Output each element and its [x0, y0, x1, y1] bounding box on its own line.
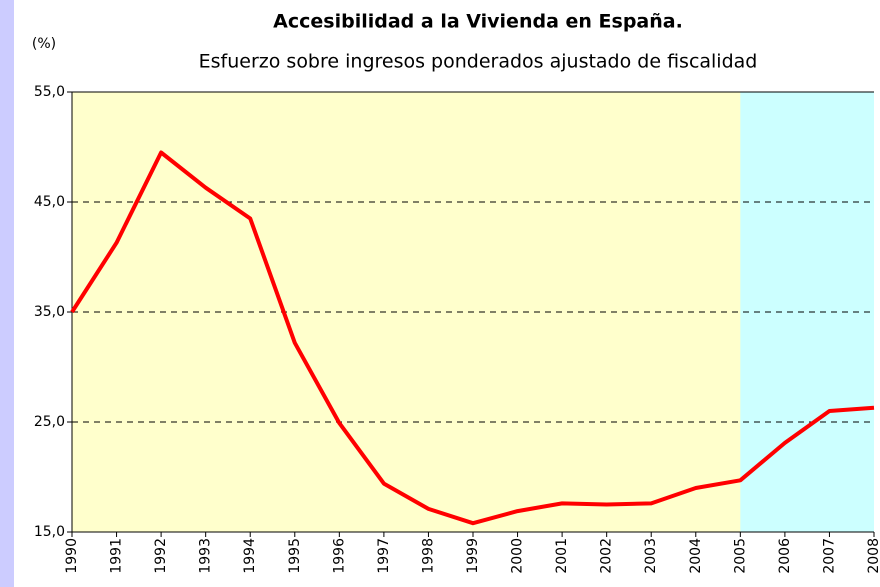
chart-title: Accesibilidad a la Vivienda en España. [273, 11, 683, 33]
x-tick-label: 1997 [376, 538, 392, 574]
y-tick-label: 15,0 [34, 524, 65, 540]
y-tick-label: 35,0 [34, 304, 65, 320]
x-tick-label: 2001 [554, 538, 570, 574]
y-tick-label: 25,0 [34, 414, 65, 430]
x-tick-label: 2007 [821, 538, 837, 574]
x-tick-label: 2000 [510, 538, 526, 574]
x-tick-label: 1995 [287, 538, 303, 574]
chart-subtitle: Esfuerzo sobre ingresos ponderados ajust… [199, 51, 758, 73]
x-tick-label: 2002 [599, 538, 615, 574]
y-tick-label: 55,0 [34, 84, 65, 100]
x-tick-label: 2003 [643, 538, 659, 574]
data-line [70, 150, 875, 526]
x-tick-label: 2008 [866, 538, 880, 574]
x-tick-label: 1999 [465, 538, 481, 574]
x-tick-label: 1992 [153, 538, 169, 574]
y-axis-label: (%) [32, 36, 56, 52]
x-tick-label: 1993 [198, 538, 214, 574]
x-tick-label: 1998 [420, 538, 436, 574]
x-tick-label: 2006 [777, 538, 793, 574]
x-tick-label: 1991 [109, 538, 125, 574]
x-tick-label: 2004 [688, 538, 704, 574]
x-tick-label: 1996 [331, 538, 347, 574]
x-tick-label: 1990 [64, 538, 80, 574]
x-tick-label: 2005 [732, 538, 748, 574]
highlight-band [740, 92, 874, 532]
left-strip [0, 0, 14, 587]
x-tick-label: 1994 [242, 538, 258, 574]
y-tick-label: 45,0 [34, 194, 65, 210]
